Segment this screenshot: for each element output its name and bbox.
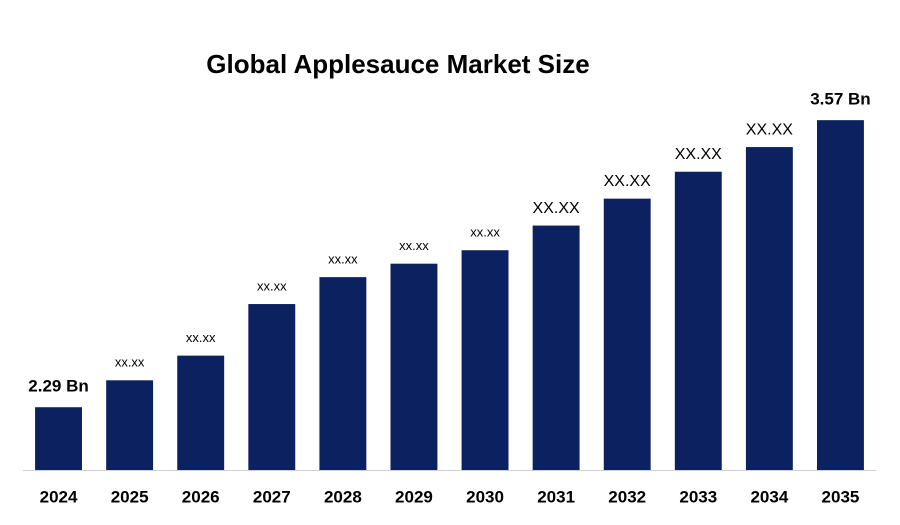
value-label: xx.xx [186, 330, 216, 345]
value-label: xx.xx [257, 278, 287, 293]
bar [817, 120, 864, 471]
x-tick-label: 2032 [608, 487, 646, 506]
value-label: 2.29 Bn [28, 377, 88, 396]
value-label: xx.xx [470, 225, 500, 240]
bar [319, 277, 367, 470]
value-label: xx.xx [115, 355, 145, 370]
chart-title: Global Applesauce Market Size [206, 49, 589, 79]
bar [106, 380, 154, 470]
value-label: xx.xx [328, 252, 358, 267]
bar [674, 171, 722, 470]
x-tick-label: 2026 [182, 487, 220, 506]
bar [248, 304, 296, 470]
bar [745, 147, 793, 470]
bar [35, 407, 82, 470]
bar [603, 198, 651, 471]
value-label: XX.XX [604, 173, 651, 190]
value-label: 3.57 Bn [810, 90, 870, 109]
x-tick-label: 2025 [111, 487, 149, 506]
x-tick-label: 2028 [324, 487, 362, 506]
x-tick-label: 2027 [253, 487, 291, 506]
value-label: xx.xx [399, 238, 429, 253]
x-tick-label: 2033 [679, 487, 717, 506]
bar [390, 263, 438, 470]
x-tick-label: 2035 [822, 487, 860, 506]
bar [177, 355, 225, 470]
x-tick-label: 2030 [466, 487, 504, 506]
bar [461, 250, 509, 470]
value-label: XX.XX [675, 146, 722, 163]
x-tick-label: 2034 [750, 487, 788, 506]
value-label: XX.XX [533, 200, 580, 217]
x-tick-label: 2029 [395, 487, 433, 506]
value-label: XX.XX [746, 121, 793, 138]
x-tick-label: 2031 [537, 487, 575, 506]
bar [532, 225, 580, 470]
x-tick-label: 2024 [40, 487, 78, 506]
